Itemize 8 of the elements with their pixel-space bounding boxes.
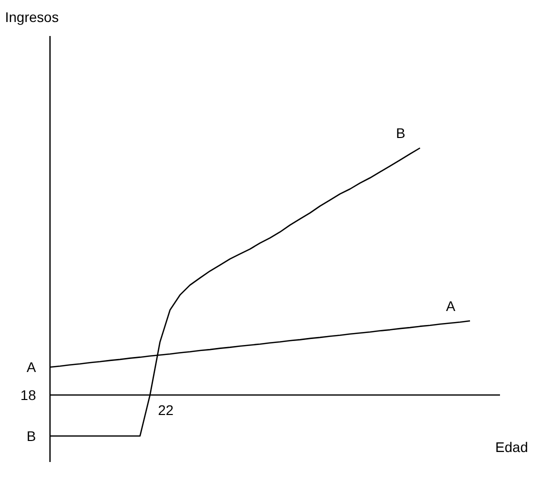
text: A bbox=[26, 359, 37, 376]
text: Ingresos bbox=[5, 9, 59, 25]
text: 18 bbox=[20, 387, 36, 403]
series-label: B bbox=[396, 125, 406, 141]
text: B bbox=[26, 428, 36, 444]
series-label: A bbox=[446, 298, 456, 314]
x-axis-title: Edad bbox=[495, 439, 528, 455]
annotation: 22 bbox=[158, 402, 174, 418]
